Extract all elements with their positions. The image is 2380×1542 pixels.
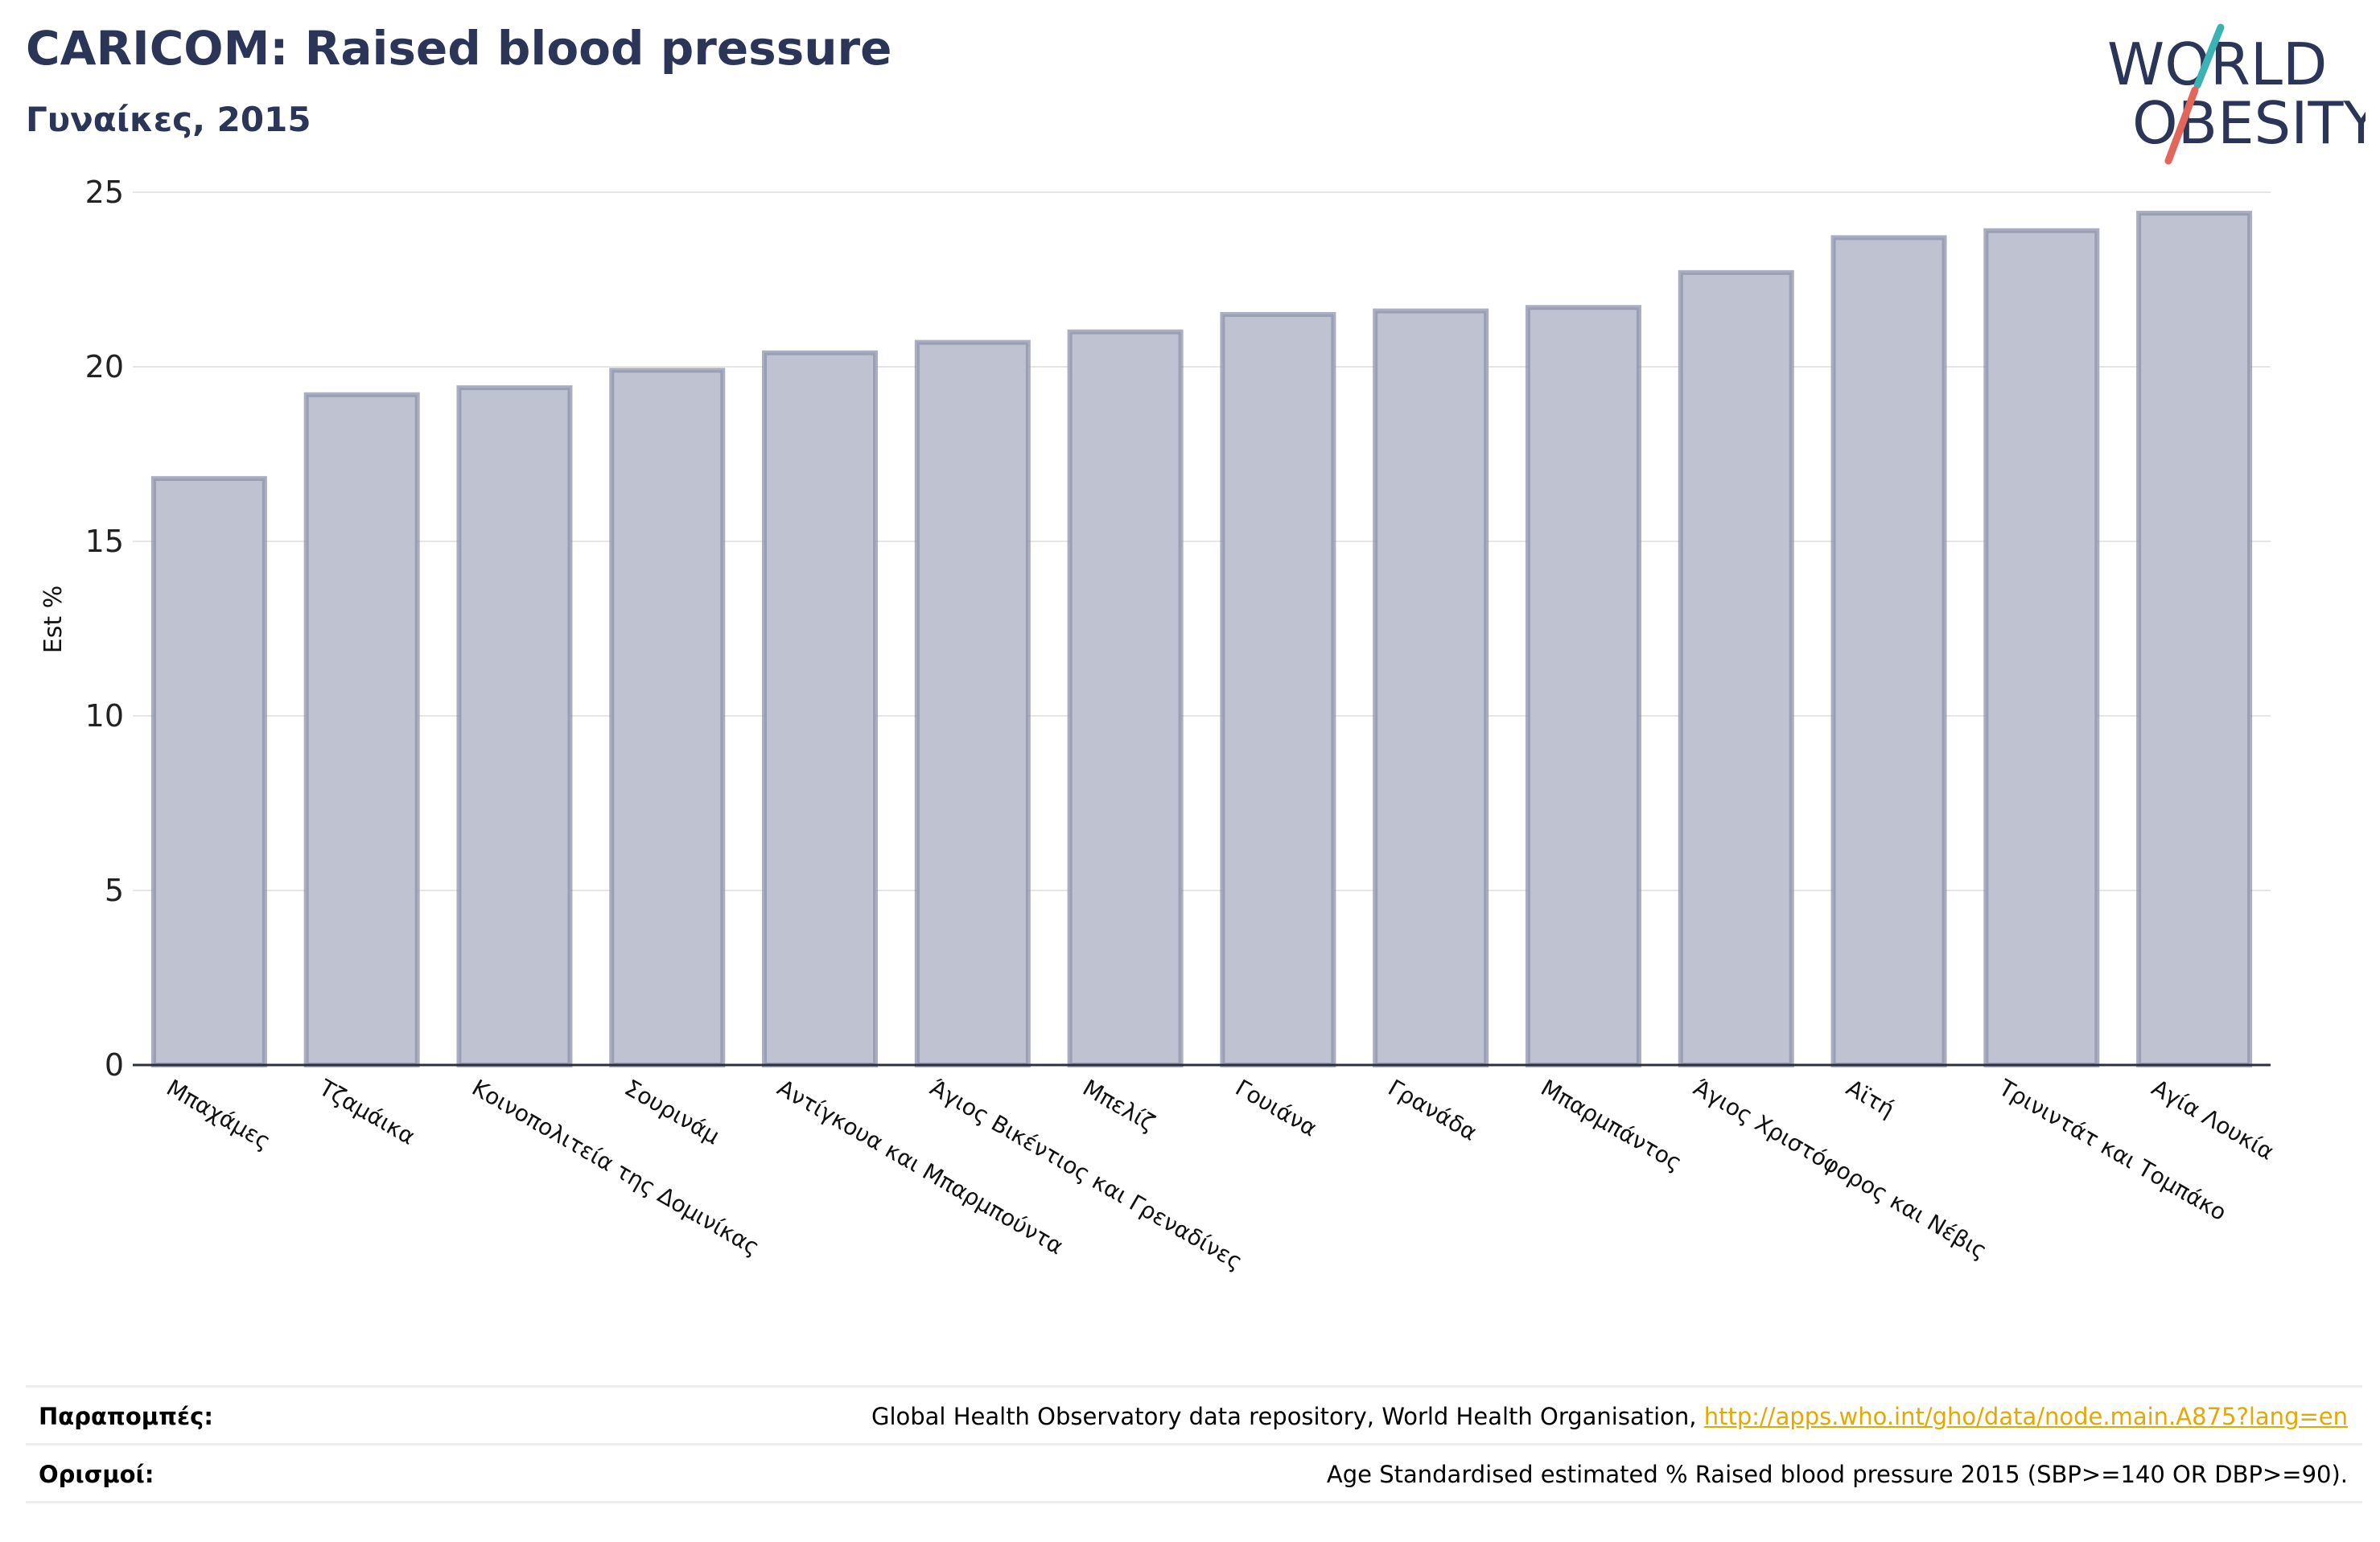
y-tick-label: 15 [85,524,124,559]
footer-divider-top [26,1385,2362,1388]
bar [1983,228,2100,1067]
x-tick-labels: Μπαχάμες Τζαμάικα Κοινοπολιτεία της Δομινί… [162,1074,2278,1275]
logo-slash-teal-icon [2193,23,2225,89]
bar [1373,308,1489,1067]
x-tick-label: Αντίγκουα και Μπαρμπούντα [773,1074,1069,1260]
footer-divider-bottom [26,1501,2362,1503]
bar [1220,311,1336,1067]
bar [914,339,1031,1067]
footer-references-row: Παραπομπές: Global Health Observatory da… [39,1388,2348,1445]
bar [150,475,267,1067]
x-tick-label: Τζαμάικα [314,1074,419,1150]
y-tick-label: 25 [85,175,124,210]
references-link[interactable]: http://apps.who.int/gho/data/node.main.A… [1703,1403,2348,1430]
x-tick-label: Άγιος Βικέντιος και Γρεναδίνες [925,1074,1247,1275]
chart-subtitle: Γυναίκες, 2015 [26,100,311,139]
bar [303,392,420,1068]
x-tick-label: Αϊτή [1842,1074,1899,1122]
bar-chart: 0 5 10 15 20 25 Μπαχάμες Τζαμάικα Κοινοπολιτεία… [39,175,2279,1275]
x-tick-label: Γουιάνα [1231,1074,1322,1141]
y-tick-labels: 0 5 10 15 20 25 [85,175,124,1083]
grid-lines [133,191,2271,891]
bar [762,350,879,1067]
x-tick-label: Μπαχάμες [162,1074,275,1154]
chart-title: CARICOM: Raised blood pressure [26,21,892,76]
y-tick-label: 10 [85,698,124,734]
bar [609,368,726,1067]
bar [1525,305,1641,1068]
logo-slash-coral-icon [2164,86,2199,165]
definitions-text: Age Standardised estimated % Raised bloo… [1326,1461,2348,1488]
bar [1678,269,1794,1067]
definitions-label: Ορισμοί: [39,1461,154,1488]
footer-divider-middle [26,1443,2362,1445]
x-tick-label: Σουρινάμ [620,1074,724,1149]
references-text: Global Health Observatory data repositor… [871,1403,1704,1430]
x-tick-label: Μπαρμπάντος [1536,1074,1686,1176]
y-tick-label: 0 [105,1047,124,1083]
x-tick-label: Κοινοπολιτεία της Δομινίκας [467,1074,764,1260]
bar [1067,329,1184,1068]
y-tick-label: 5 [105,873,124,908]
bar [2136,211,2253,1067]
x-tick-label: Γρανάδα [1384,1074,1482,1145]
bars [150,211,2253,1068]
bar [1830,235,1947,1067]
y-tick-label: 20 [85,349,124,384]
footer-definitions-row: Ορισμοί: Age Standardised estimated % Ra… [39,1446,2348,1503]
x-tick-label: Μπελίζ [1078,1074,1159,1136]
references-source: Global Health Observatory data repositor… [871,1403,2348,1430]
bar [456,385,573,1068]
x-tick-label: Αγία Λουκία [2147,1074,2279,1165]
references-label: Παραπομπές: [39,1403,213,1430]
world-obesity-logo: WORLD OBESITY [2107,23,2366,165]
y-axis-label: Est % [39,586,68,653]
x-tick-label: Άγιος Χριστόφορος και Νέβις [1689,1074,1991,1264]
